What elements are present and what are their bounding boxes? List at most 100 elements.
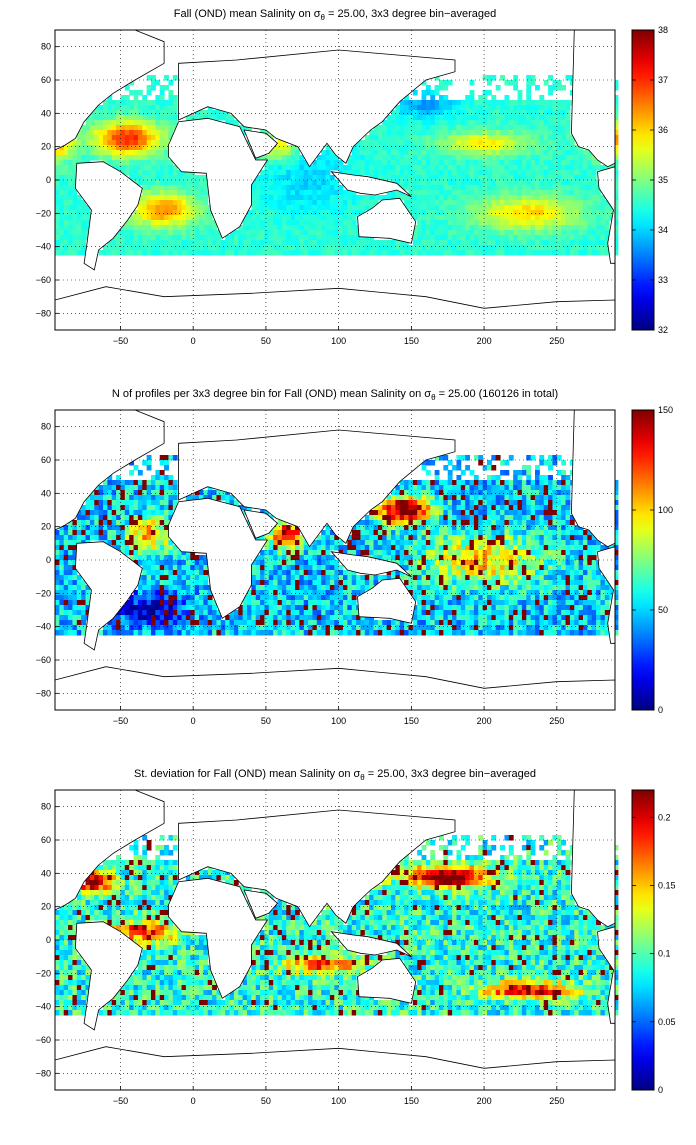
heatmap-cell <box>68 205 73 211</box>
heatmap-cell <box>103 525 108 531</box>
x-tick-label: 200 <box>477 336 492 346</box>
heatmap-cell <box>439 215 444 221</box>
heatmap-cell <box>138 540 143 546</box>
heatmap-cell <box>422 500 427 506</box>
heatmap-cell <box>404 515 409 521</box>
heatmap-cell <box>535 565 540 571</box>
heatmap-cell <box>134 175 139 181</box>
heatmap-cell <box>86 215 91 221</box>
heatmap-cell <box>138 140 143 146</box>
heatmap-cell <box>382 140 387 146</box>
heatmap-cell <box>417 580 422 586</box>
heatmap-cell <box>513 190 518 196</box>
heatmap-cell <box>487 465 492 471</box>
heatmap-cell <box>212 110 217 116</box>
heatmap-cell <box>535 135 540 141</box>
heatmap-cell <box>168 570 173 576</box>
heatmap-cell <box>164 125 169 131</box>
heatmap-cell <box>413 585 418 591</box>
heatmap-cell <box>365 515 370 521</box>
heatmap-cell <box>526 540 531 546</box>
heatmap-cell <box>500 170 505 176</box>
heatmap-cell <box>504 200 509 206</box>
heatmap-cell <box>544 565 549 571</box>
heatmap-cell <box>286 555 291 561</box>
heatmap-cell <box>317 180 322 186</box>
heatmap-cell <box>478 165 483 171</box>
heatmap-cell <box>487 580 492 586</box>
heatmap-cell <box>456 580 461 586</box>
heatmap-cell <box>120 230 125 236</box>
heatmap-cell <box>483 575 488 581</box>
heatmap-cell <box>522 150 527 156</box>
heatmap-cell <box>278 145 283 151</box>
heatmap-cell <box>439 175 444 181</box>
heatmap-cell <box>579 160 584 166</box>
heatmap-cell <box>317 210 322 216</box>
heatmap-cell <box>190 575 195 581</box>
heatmap-cell <box>278 570 283 576</box>
heatmap-cell <box>151 555 156 561</box>
heatmap-cell <box>579 215 584 221</box>
heatmap-cell <box>491 130 496 136</box>
heatmap-cell <box>435 240 440 246</box>
heatmap-cell <box>531 180 536 186</box>
heatmap-cell <box>330 535 335 541</box>
heatmap-cell <box>164 225 169 231</box>
heatmap-cell <box>561 245 566 251</box>
heatmap-cell <box>147 550 152 556</box>
heatmap-cell <box>295 150 300 156</box>
heatmap-cell <box>256 585 261 591</box>
heatmap-cell <box>378 530 383 536</box>
heatmap-cell <box>369 545 374 551</box>
heatmap-cell <box>112 245 117 251</box>
heatmap-cell <box>461 225 466 231</box>
heatmap-cell <box>487 100 492 106</box>
heatmap-cell <box>352 160 357 166</box>
heatmap-cell <box>120 245 125 251</box>
heatmap-cell <box>513 480 518 486</box>
heatmap-cell <box>160 110 165 116</box>
heatmap-cell <box>147 180 152 186</box>
heatmap-cell <box>295 585 300 591</box>
heatmap-cell <box>125 480 130 486</box>
heatmap-cell <box>312 250 317 256</box>
heatmap-cell <box>317 245 322 251</box>
heatmap-cell <box>592 550 597 556</box>
heatmap-cell <box>483 180 488 186</box>
heatmap-cell <box>500 195 505 201</box>
heatmap-cell <box>413 250 418 256</box>
heatmap-cell <box>426 545 431 551</box>
heatmap-cell <box>151 540 156 546</box>
heatmap-cell <box>369 200 374 206</box>
heatmap-cell <box>247 245 252 251</box>
heatmap-cell <box>391 160 396 166</box>
heatmap-cell <box>496 535 501 541</box>
heatmap-cell <box>452 120 457 126</box>
heatmap-cell <box>142 585 147 591</box>
heatmap-cell <box>395 120 400 126</box>
heatmap-cell <box>435 550 440 556</box>
heatmap-cell <box>304 550 309 556</box>
heatmap-cell <box>535 240 540 246</box>
heatmap-cell <box>286 545 291 551</box>
heatmap-cell <box>413 140 418 146</box>
heatmap-cell <box>491 195 496 201</box>
heatmap-cell <box>487 540 492 546</box>
heatmap-cell <box>326 165 331 171</box>
heatmap-cell <box>443 230 448 236</box>
heatmap-cell <box>286 585 291 591</box>
heatmap-cell <box>72 150 77 156</box>
heatmap-cell <box>400 485 405 491</box>
heatmap-cell <box>68 210 73 216</box>
heatmap-cell <box>138 135 143 141</box>
heatmap-cell <box>557 485 562 491</box>
heatmap-cell <box>548 150 553 156</box>
heatmap-cell <box>435 520 440 526</box>
heatmap-cell <box>561 565 566 571</box>
heatmap-cell <box>387 140 392 146</box>
heatmap-cell <box>518 165 523 171</box>
heatmap-cell <box>256 565 261 571</box>
heatmap-cell <box>465 140 470 146</box>
